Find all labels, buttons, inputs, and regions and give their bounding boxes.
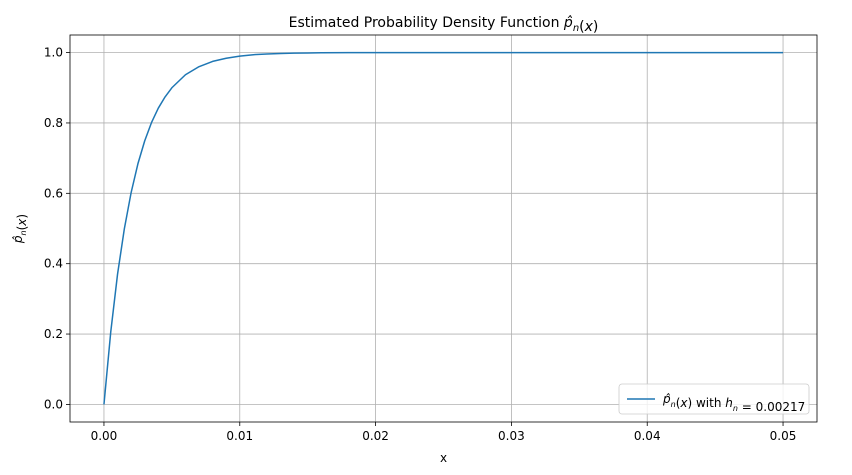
legend: p̂n(x) with hn = 0.00217 xyxy=(618,383,810,415)
x-axis-label: x xyxy=(440,451,447,465)
x-ticks: 0.00 0.01 0.02 0.03 0.04 0.05 xyxy=(91,422,797,443)
x-tick-label: 0.03 xyxy=(498,429,525,443)
legend-box xyxy=(618,383,810,415)
y-axis-label: p̂n(x) xyxy=(11,214,29,244)
series-line xyxy=(103,51,784,405)
y-tick-label: 0.2 xyxy=(44,327,63,341)
x-tick-label: 0.00 xyxy=(91,429,118,443)
axes-frame xyxy=(69,34,818,423)
x-tick-label: 0.02 xyxy=(362,429,389,443)
series-layer xyxy=(103,51,784,405)
x-tick-label: 0.04 xyxy=(634,429,661,443)
legend-label: p̂n(x) with hn = 0.00217 xyxy=(662,392,805,414)
y-tick-label: 0.0 xyxy=(44,397,63,411)
y-tick-label: 1.0 xyxy=(44,46,63,60)
x-tick-label: 0.01 xyxy=(226,429,253,443)
x-tick-label: 0.05 xyxy=(770,429,797,443)
chart-title: Estimated Probability Density Function p… xyxy=(289,15,599,35)
y-tick-label: 0.8 xyxy=(44,116,63,130)
y-tick-label: 0.6 xyxy=(44,186,63,200)
y-ticks: 0.0 0.2 0.4 0.6 0.8 1.0 xyxy=(44,46,70,411)
y-tick-label: 0.4 xyxy=(44,257,63,271)
